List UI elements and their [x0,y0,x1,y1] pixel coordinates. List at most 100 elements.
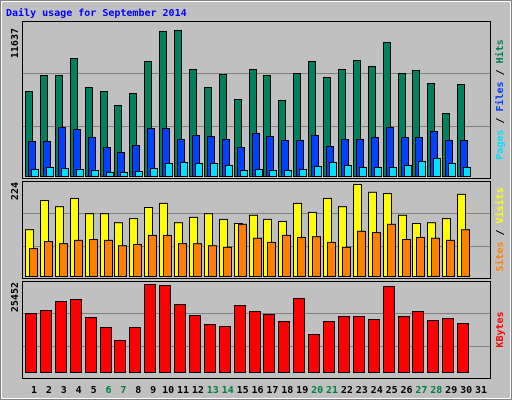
bar [234,305,246,373]
bar [76,168,84,177]
bar [372,232,381,278]
bar [135,170,143,177]
x-tick-label: 7 [120,385,126,396]
bar [284,170,292,177]
bar [249,311,261,374]
bar [297,236,306,278]
bar [118,245,127,277]
bar [61,167,69,177]
bar [357,230,366,277]
x-tick-label: 28 [430,385,442,396]
x-tick-label: 4 [76,385,82,396]
bar [46,167,54,177]
bar [253,237,262,278]
bar [278,321,290,373]
bar [219,326,231,373]
bar [240,170,248,177]
bar [106,171,114,178]
bar [374,167,382,177]
bar [174,304,186,373]
bar [208,245,217,277]
x-tick-label: 20 [311,385,323,396]
bar [267,241,276,278]
bar [255,168,263,177]
legend-entry: Sites [494,242,506,272]
legend: Sites / Visits [494,187,506,271]
bar [129,327,141,374]
x-tick-label: 3 [61,385,67,396]
bar [100,327,112,374]
x-tick-label: 5 [91,385,97,396]
x-tick-label: 21 [326,385,338,396]
x-tick-label: 18 [281,385,293,396]
bar [133,243,142,277]
bar [359,167,367,177]
bar [29,248,38,277]
bar [74,239,83,278]
bar [312,236,321,278]
bar [427,320,439,373]
legend: Pages / Files / Hits [494,39,506,159]
bar [431,237,440,278]
x-tick-label: 6 [105,385,111,396]
bar [457,323,469,374]
bar [120,171,128,178]
bar [299,168,307,177]
bar [55,301,67,373]
x-tick-label: 1 [31,385,37,396]
x-tick-label: 2 [46,385,52,396]
bar [293,298,305,373]
bar [114,340,126,374]
bar [282,234,291,278]
bar [448,163,456,178]
bar [412,311,424,374]
x-tick-label: 25 [386,385,398,396]
x-tick-label: 8 [135,385,141,396]
y-tick-label: 11637 [10,28,21,58]
bar [323,321,335,373]
x-tick-label: 29 [445,385,457,396]
legend-separator: / [495,223,506,241]
x-tick-label: 11 [177,385,189,396]
bar [148,234,157,278]
x-tick-label: 12 [192,385,204,396]
bar [342,246,351,277]
x-tick-label: 14 [222,385,234,396]
bar [189,315,201,374]
bar [31,168,39,177]
bar [104,239,113,278]
chart-title: Daily usage for September 2014 [6,7,187,19]
bar [463,167,471,177]
bar [314,166,322,177]
x-tick-label: 23 [356,385,368,396]
x-tick-label: 15 [237,385,249,396]
x-tick-label: 31 [475,385,487,396]
bar [402,239,411,278]
bar [163,234,172,278]
legend-entry: KBytes [495,311,506,347]
bar [329,161,337,178]
legend: KBytes [495,311,506,347]
bar [91,170,99,177]
x-tick-label: 13 [207,385,219,396]
bar [25,313,37,373]
bar [353,316,365,373]
bar [446,239,455,278]
bar [44,241,53,277]
bar [159,285,171,373]
bar [433,157,441,177]
bar [368,319,380,374]
bar [70,298,82,373]
bar [59,243,68,277]
x-tick-label: 22 [341,385,353,396]
bar [204,324,216,373]
legend-separator: / [495,63,506,81]
x-tick-label: 9 [150,385,156,396]
bar [269,170,277,177]
bar [442,318,454,373]
bar [461,229,470,278]
x-tick-label: 30 [460,385,472,396]
bar [195,163,203,178]
x-tick-label: 17 [266,385,278,396]
